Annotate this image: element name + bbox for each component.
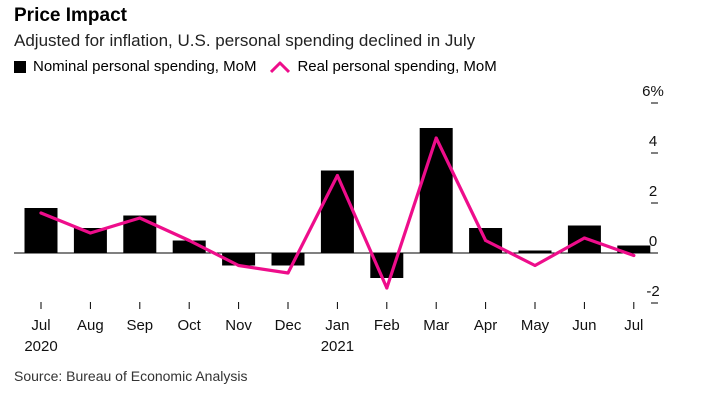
point-real-4 [237, 264, 241, 267]
legend-label-nominal: Nominal personal spending, MoM [33, 58, 257, 75]
x-tick-label-6: Jan [325, 317, 349, 334]
x-tick-label-3: Oct [178, 317, 202, 334]
y-tick-label-2: 2 [649, 183, 657, 200]
y-tick-label-3: 0 [649, 233, 657, 250]
bar-nominal-6 [320, 170, 354, 253]
legend-swatch-bar [14, 60, 26, 73]
x-tick-label-1: Aug [77, 317, 104, 334]
point-real-5 [286, 271, 290, 275]
x-tick-label-0: Jul [31, 317, 50, 334]
point-real-8 [434, 136, 438, 140]
legend-swatch-line [270, 61, 291, 73]
point-real-9 [484, 239, 488, 242]
point-real-10 [533, 264, 537, 267]
y-tick-label-1: 4 [649, 133, 657, 150]
legend-item-nominal: Nominal personal spending, MoM [14, 58, 256, 75]
legend: Nominal personal spending, MoM Real pers… [14, 58, 511, 75]
x-tick-label-5: Dec [275, 317, 302, 334]
legend-label-real: Real personal spending, MoM [297, 58, 497, 75]
point-real-0 [39, 211, 43, 215]
point-real-2 [138, 216, 142, 220]
bar-nominal-5 [271, 253, 305, 266]
point-real-6 [335, 174, 339, 177]
bar-nominal-10 [518, 250, 552, 253]
bar-nominal-12 [617, 245, 651, 253]
y-tick-label-0: 6% [642, 83, 664, 100]
point-real-12 [632, 254, 636, 257]
x-tick-label-12: Jul [624, 317, 643, 334]
point-real-3 [187, 239, 191, 242]
chart-source: Source: Bureau of Economic Analysis [14, 368, 248, 384]
bar-nominal-8 [419, 128, 453, 253]
point-real-1 [88, 231, 92, 235]
x-year-label-0: 2020 [24, 338, 57, 355]
x-tick-label-10: May [521, 317, 550, 334]
chart-subtitle: Adjusted for inflation, U.S. personal sp… [14, 31, 476, 50]
x-tick-label-8: Mar [423, 317, 449, 334]
chart-title: Price Impact [14, 5, 127, 26]
x-year-label-1: 2021 [321, 338, 354, 355]
y-tick-label-4: -2 [646, 283, 659, 300]
x-tick-label-4: Nov [225, 317, 252, 334]
point-real-11 [582, 236, 586, 240]
point-real-7 [385, 286, 389, 290]
x-tick-label-9: Apr [474, 317, 497, 334]
x-tick-label-7: Feb [374, 317, 400, 334]
bar-nominal-0 [24, 208, 58, 253]
x-tick-label-2: Sep [126, 317, 153, 334]
x-tick-label-11: Jun [572, 317, 596, 334]
legend-item-real: Real personal spending, MoM [270, 58, 497, 75]
